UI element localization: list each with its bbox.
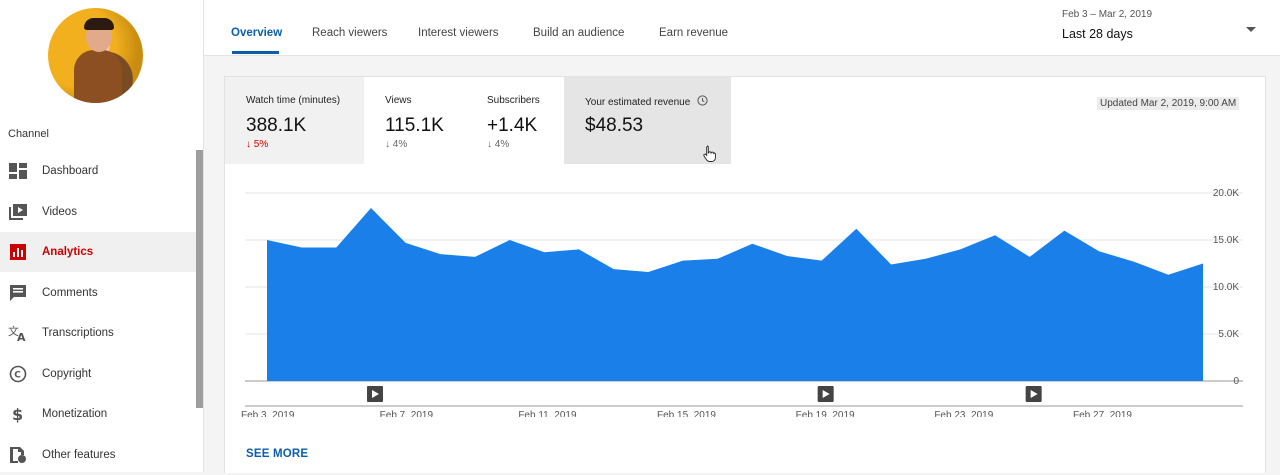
x-tick-label: Feb 3, 2019 <box>241 410 295 417</box>
svg-text:文: 文 <box>8 324 19 338</box>
metric-change: ↓ 4% <box>385 139 408 150</box>
x-tick-label: Feb 23, 2019 <box>934 410 993 417</box>
x-tick-label: Feb 11, 2019 <box>518 410 577 417</box>
dropdown-arrow-icon[interactable] <box>1246 20 1256 38</box>
analytics-icon <box>0 244 42 260</box>
updated-timestamp: Updated Mar 2, 2019, 9:00 AM <box>1097 97 1240 110</box>
dashboard-icon <box>0 163 42 179</box>
metric-watch-time[interactable]: Watch time (minutes) 388.1K ↓ 5% <box>225 77 364 164</box>
sidebar-item-monetization[interactable]: $ Monetization <box>0 394 196 434</box>
metric-value: 115.1K <box>385 115 444 136</box>
overview-card: Watch time (minutes) 388.1K ↓ 5% Views 1… <box>224 76 1266 473</box>
x-tick-label: Feb 19, 2019 <box>796 410 855 417</box>
svg-text:C: C <box>14 371 21 381</box>
sidebar: Channel Dashboard Videos Analytics Comme… <box>0 0 204 472</box>
metric-views[interactable]: Views 115.1K ↓ 4% <box>364 77 466 164</box>
video-marker-play-icon[interactable] <box>1025 386 1042 402</box>
see-more-link[interactable]: SEE MORE <box>246 448 309 460</box>
clock-icon <box>697 95 708 106</box>
y-tick-label: 5.0K <box>1218 329 1239 340</box>
metric-value: +1.4K <box>487 115 538 136</box>
metric-subscribers[interactable]: Subscribers +1.4K ↓ 4% <box>466 77 564 164</box>
video-marker-play-icon[interactable] <box>817 386 834 402</box>
metric-label: Watch time (minutes) <box>246 95 341 106</box>
y-tick-label: 15.0K <box>1213 235 1239 246</box>
metric-label: Your estimated revenue <box>585 95 708 108</box>
sidebar-item-label: Analytics <box>42 246 94 258</box>
watch-time-chart: 20.0K 15.0K 10.0K 5.0K 0 Feb 3, 2019 Feb 7, 2… <box>241 188 1243 417</box>
sidebar-item-label: Monetization <box>42 408 108 420</box>
chart-area-series <box>267 208 1203 381</box>
x-tick-label: Feb 7, 2019 <box>380 410 434 417</box>
analytics-tab-bar: Overview Reach viewers Interest viewers … <box>204 0 1280 56</box>
metric-label: Subscribers <box>487 95 540 106</box>
sidebar-item-analytics[interactable]: Analytics <box>0 232 196 272</box>
sidebar-item-label: Copyright <box>42 368 92 380</box>
sidebar-item-videos[interactable]: Videos <box>0 192 196 232</box>
hand-cursor-icon <box>703 145 717 167</box>
svg-text:$: $ <box>12 405 23 423</box>
sidebar-item-label: Comments <box>42 287 98 299</box>
metric-change: ↓ 4% <box>487 139 510 150</box>
down-arrow-icon: ↓ <box>385 139 390 150</box>
video-marker-play-icon[interactable] <box>367 386 383 402</box>
monetization-icon: $ <box>0 405 42 423</box>
other-features-icon <box>0 446 42 464</box>
tab-interest-viewers[interactable]: Interest viewers <box>418 27 499 39</box>
date-range-text[interactable]: Feb 3 – Mar 2, 2019 <box>1062 9 1153 20</box>
tab-overview[interactable]: Overview <box>231 27 283 39</box>
tab-earn-revenue[interactable]: Earn revenue <box>659 27 729 39</box>
metric-value: 388.1K <box>246 115 307 136</box>
sidebar-item-comments[interactable]: Comments <box>0 273 196 313</box>
metric-value: $48.53 <box>585 115 644 136</box>
sidebar-scrollbar[interactable] <box>196 150 203 408</box>
sidebar-item-dashboard[interactable]: Dashboard <box>0 151 196 191</box>
tab-reach-viewers[interactable]: Reach viewers <box>312 27 388 39</box>
copyright-icon: C <box>0 365 42 383</box>
channel-section-label: Channel <box>8 128 49 140</box>
y-tick-label: 20.0K <box>1213 188 1239 199</box>
y-tick-label: 0 <box>1233 376 1239 387</box>
sidebar-item-copyright[interactable]: C Copyright <box>0 354 196 394</box>
sidebar-item-other-features[interactable]: Other features <box>0 435 196 475</box>
down-arrow-icon: ↓ <box>487 139 492 150</box>
x-tick-label: Feb 15, 2019 <box>657 410 716 417</box>
metric-change: ↓ 5% <box>246 139 269 150</box>
active-tab-indicator <box>232 51 279 54</box>
tab-build-audience[interactable]: Build an audience <box>533 27 625 39</box>
metric-label: Views <box>385 95 412 106</box>
sidebar-item-label: Transcriptions <box>42 327 114 339</box>
sidebar-item-label: Other features <box>42 449 116 461</box>
x-tick-label: Feb 27, 2019 <box>1073 410 1132 417</box>
channel-avatar[interactable] <box>48 8 143 103</box>
y-tick-label: 10.0K <box>1213 282 1239 293</box>
metric-estimated-revenue[interactable]: Your estimated revenue $48.53 <box>564 77 731 164</box>
sidebar-item-label: Videos <box>42 206 77 218</box>
svg-text:A: A <box>17 331 26 342</box>
comments-icon <box>0 284 42 302</box>
period-selector[interactable]: Last 28 days <box>1062 27 1133 41</box>
videos-icon <box>0 204 42 220</box>
down-arrow-icon: ↓ <box>246 139 251 150</box>
sidebar-item-label: Dashboard <box>42 165 99 177</box>
